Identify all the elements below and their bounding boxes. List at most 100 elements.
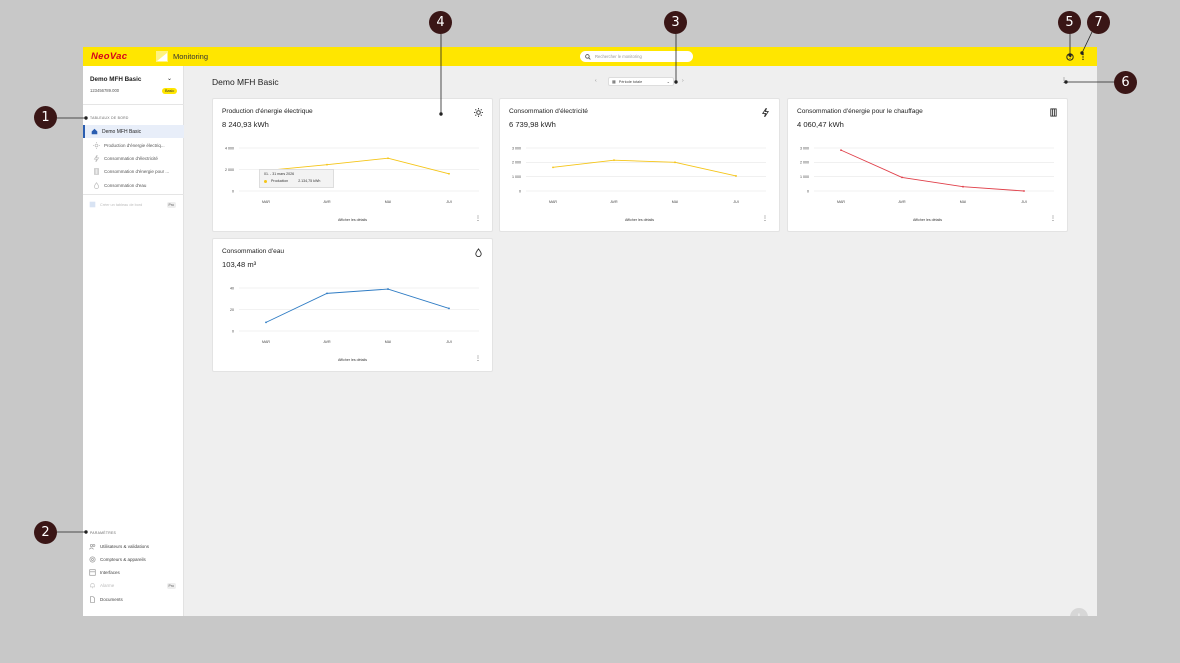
data-point (840, 149, 842, 152)
data-point (387, 288, 389, 290)
sidebar-item-electricity[interactable]: Consommation d'électricité (83, 152, 184, 165)
settings-section-title: PARAMÈTRES (90, 531, 117, 535)
y-tick-label: 2 000 (800, 161, 809, 165)
data-point (962, 185, 964, 188)
x-tick-label: AVR (323, 340, 331, 344)
x-tick-label: MAI (385, 200, 391, 204)
show-details-link[interactable]: Afficher les détails (624, 218, 655, 222)
y-tick-label: 0 (519, 189, 521, 193)
search-placeholder: Rechercher le monitoring (595, 54, 642, 59)
brand-logo[interactable]: NeoVac (91, 51, 128, 62)
widget-menu-button[interactable]: ⋮ (475, 216, 481, 222)
x-tick-label: MAR (549, 200, 557, 204)
search-input[interactable]: Rechercher le monitoring (580, 51, 693, 62)
lightning-icon (93, 155, 100, 162)
data-point (674, 161, 676, 164)
electricity-line-chart: 3 000 2 000 1 000 0 MAR AVR MAI JUI (512, 146, 766, 204)
callout-marker: 7 (1087, 11, 1110, 34)
callout-marker: 2 (34, 521, 57, 544)
next-period-button[interactable]: › (682, 78, 684, 84)
x-tick-label: MAI (385, 340, 391, 344)
prev-period-button[interactable]: ‹ (595, 78, 597, 84)
show-details-link[interactable]: Afficher les détails (912, 218, 943, 222)
series-line (265, 288, 450, 323)
pro-badge: Pro (166, 201, 176, 208)
lightning-icon (760, 107, 770, 117)
sidebar-item-label: Production d'énergie électriq... (104, 143, 165, 148)
drop-icon (473, 247, 483, 257)
sidebar-item-users[interactable]: Utilisateurs & validations (83, 540, 184, 553)
period-value: Période totale (618, 79, 643, 84)
data-point (552, 166, 554, 169)
sidebar-item-demo-mfh-basic[interactable]: Demo MFH Basic (83, 125, 184, 138)
data-point (387, 157, 389, 160)
divider (83, 104, 184, 105)
x-tick-label: MAR (262, 340, 270, 344)
widget-menu-button[interactable]: ⋮ (762, 216, 768, 222)
calendar-icon: ▦ (612, 79, 616, 84)
drop-icon (93, 182, 100, 189)
x-tick-label: MAI (960, 200, 966, 204)
project-number: 123456789.000 (90, 88, 120, 93)
create-dashboard-button[interactable]: Créer un tableau de bord Pro (83, 198, 184, 211)
widget-title: Consommation d'électricité (509, 108, 588, 115)
x-tick-label: AVR (898, 200, 906, 204)
y-tick-label: 40 (230, 286, 234, 290)
sidebar-item-documents[interactable]: Documents (83, 593, 184, 606)
series-line (552, 159, 737, 177)
callout-marker: 3 (664, 11, 687, 34)
x-tick-label: AVR (610, 200, 618, 204)
sidebar-item-heating[interactable]: Consommation d'énergie pour ... (83, 165, 184, 178)
data-point (613, 159, 615, 162)
x-tick-label: JUI (446, 340, 451, 344)
x-tick-label: AVR (323, 200, 331, 204)
main-content: Demo MFH Basic ‹ ▦ Période totale ⌄ › ⋮ … (184, 66, 1097, 616)
plan-badge: Basic (162, 88, 178, 94)
page-title: Demo MFH Basic (212, 77, 279, 87)
app-name: Monitoring (173, 52, 209, 61)
users-icon (89, 543, 96, 550)
sidebar-item-water[interactable]: Consommation d'eau (83, 179, 184, 192)
heating-line-chart: 3 000 2 000 1 000 0 MAR AVR MAI JUI (800, 146, 1054, 204)
widget-heating: Consommation d'énergie pour le chauffage… (787, 98, 1068, 232)
tooltip-series: Production (271, 179, 289, 183)
sidebar-item-label: Interfaces (100, 570, 120, 575)
sidebar-item-interfaces[interactable]: Interfaces (83, 566, 184, 579)
widget-title: Consommation d'eau (222, 248, 285, 255)
monitoring-app-icon (156, 51, 168, 62)
y-tick-label: 0 (807, 189, 809, 193)
create-dashboard-label: Créer un tableau de bord (100, 202, 143, 207)
app-window: NeoVac Monitoring Rechercher le monitori… (83, 47, 1097, 616)
show-details-link[interactable]: Afficher les détails (337, 358, 368, 362)
widget-menu-button[interactable]: ⋮ (475, 356, 481, 362)
y-tick-label: 1 000 (512, 175, 521, 179)
sidebar-item-meters[interactable]: Compteurs & appareils (83, 553, 184, 566)
project-name[interactable]: Demo MFH Basic (90, 76, 142, 83)
sidebar-item-alarm[interactable]: Alarme Pro (83, 579, 184, 592)
data-point (448, 307, 450, 310)
data-point (448, 172, 450, 175)
chevron-down-icon[interactable]: ⌄ (167, 76, 173, 82)
meter-icon (89, 556, 96, 563)
document-icon (89, 596, 96, 603)
show-details-link[interactable]: Afficher les détails (337, 218, 368, 222)
x-tick-label: JUI (1021, 200, 1026, 204)
sidebar-item-production[interactable]: Production d'énergie électriq... (83, 139, 184, 152)
interfaces-icon (89, 569, 96, 576)
y-tick-label: 1 000 (800, 175, 809, 179)
y-tick-label: 4 000 (225, 146, 234, 150)
bell-icon (89, 582, 96, 589)
dashboard-menu-button[interactable]: ⋮ (1061, 78, 1067, 84)
sidebar-item-label: Compteurs & appareils (100, 557, 146, 562)
widget-total: 8 240,93 kWh (222, 120, 269, 129)
widget-menu-button[interactable]: ⋮ (1050, 216, 1056, 222)
sidebar-item-label: Consommation d'énergie pour ... (104, 169, 170, 174)
period-select[interactable]: ▦ Période totale ⌄ (608, 77, 674, 86)
tooltip-date: 01. - 31 mars 2026 (264, 172, 295, 176)
x-tick-label: MAR (262, 200, 270, 204)
series-dot (264, 179, 267, 183)
add-widget-button[interactable]: + (1070, 608, 1088, 616)
data-point (265, 321, 267, 324)
series-line (840, 149, 1025, 192)
sidebar: Demo MFH Basic ⌄ 123456789.000 Basic TAB… (83, 66, 184, 616)
